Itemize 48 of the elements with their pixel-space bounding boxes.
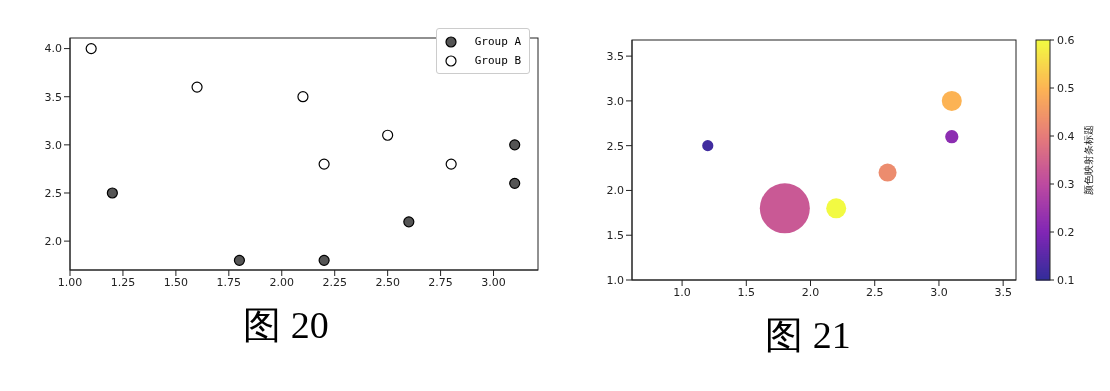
point — [233, 254, 246, 266]
y-tick-label: 2.0 — [44, 235, 62, 249]
color-bar-label: 0.4 — [1057, 130, 1075, 143]
color-bar-label: 0.3 — [1057, 178, 1075, 191]
y-tick-label: 4.0 — [44, 42, 62, 56]
x-tick-label: 1.75 — [216, 275, 242, 289]
caption: 图 21 — [764, 313, 852, 358]
y-tick-label: 3.0 — [606, 94, 624, 108]
point — [403, 216, 415, 228]
x-tick-label: 3.5 — [994, 285, 1012, 299]
x-tick-label: 2.75 — [428, 275, 453, 289]
color-bar-label: 0.1 — [1057, 274, 1075, 287]
point — [318, 254, 330, 266]
point — [297, 91, 309, 103]
legend-label: Group A — [474, 34, 521, 50]
caption: 图 20 — [242, 303, 330, 348]
y-tick-label: 2.5 — [44, 186, 62, 200]
color-bar-label: 0.5 — [1057, 82, 1075, 95]
point — [85, 42, 97, 55]
color-bar-label: 0.6 — [1057, 34, 1075, 47]
point — [318, 158, 330, 170]
y-tick-label: 1.5 — [606, 229, 624, 243]
x-tick-label: 2.5 — [865, 285, 884, 299]
legend-label: Group B — [474, 53, 521, 69]
color-bar-title: 颜色映射条标题 — [1083, 125, 1094, 195]
x-tick-label: 2.25 — [322, 275, 347, 289]
point — [191, 81, 203, 93]
x-tick-label: 1.50 — [163, 275, 189, 289]
y-tick-label: 2.5 — [606, 139, 624, 153]
y-tick-label: 3.5 — [44, 90, 62, 104]
point — [382, 129, 394, 141]
y-tick-label: 3.5 — [606, 50, 624, 64]
color-bar-label: 0.2 — [1057, 226, 1075, 239]
x-tick-label: 3.00 — [481, 275, 506, 289]
x-tick-label: 1.25 — [110, 275, 136, 289]
x-tick-label: 2.00 — [269, 275, 295, 289]
point — [509, 139, 521, 151]
point — [509, 177, 521, 189]
y-tick-label: 2.0 — [606, 184, 624, 198]
y-tick-label: 3.0 — [44, 138, 62, 152]
x-tick-label: 1.5 — [737, 285, 756, 299]
x-tick-label: 3.0 — [930, 285, 948, 299]
x-tick-label: 2.50 — [375, 275, 400, 289]
x-tick-label: 1.0 — [673, 285, 691, 299]
point — [445, 158, 457, 170]
x-tick-label: 2.0 — [801, 285, 820, 299]
x-tick-label: 1.00 — [57, 275, 83, 289]
point — [106, 187, 118, 199]
